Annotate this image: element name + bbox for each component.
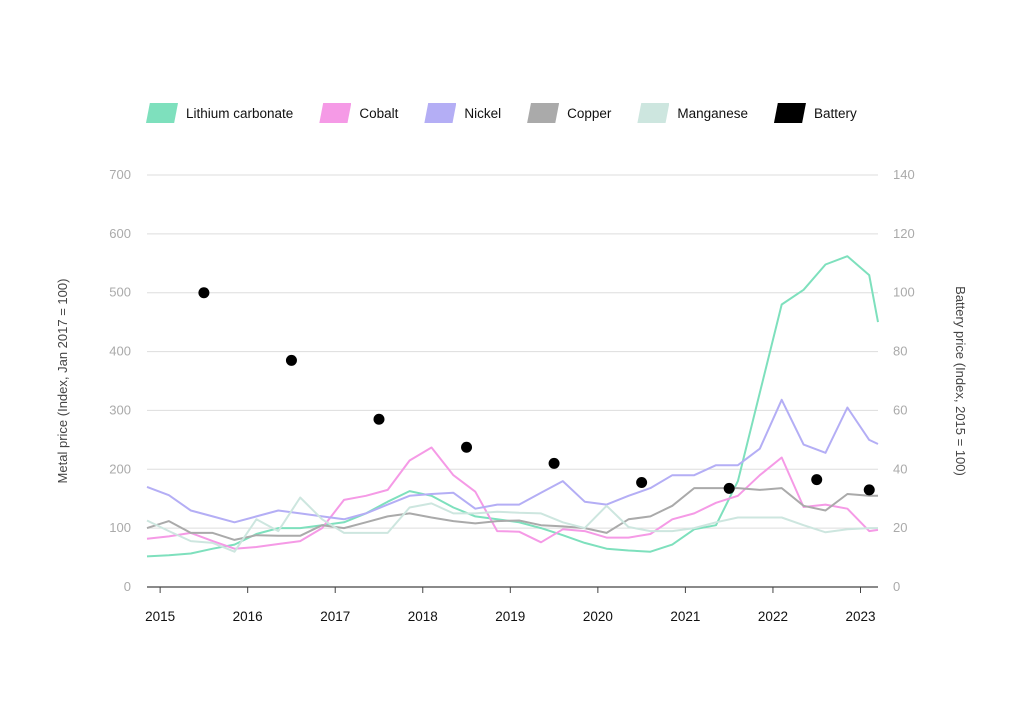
series-line-copper	[146, 487, 878, 541]
battery-point	[811, 474, 823, 486]
legend-item-manganese: Manganese	[637, 103, 748, 123]
legend-swatch-nickel	[424, 103, 457, 123]
legend-swatch-battery	[773, 103, 806, 123]
x-tick-label: 2018	[408, 609, 438, 624]
y-axis-label-left: Metal price (Index, Jan 2017 = 100)	[55, 279, 70, 484]
y-tick-label-right: 0	[893, 579, 900, 594]
battery-point	[285, 354, 297, 366]
x-tick-label: 2016	[233, 609, 263, 624]
legend: Lithium carbonate Cobalt Nickel Copper M…	[146, 103, 857, 123]
legend-swatch-lithium	[146, 103, 178, 123]
y-tick-label-left: 300	[109, 402, 131, 417]
y-tick-label-right: 120	[893, 226, 915, 241]
series-layer	[146, 255, 879, 558]
battery-point	[723, 482, 735, 494]
y-tick-label-right: 140	[893, 167, 915, 182]
y-tick-label-right: 100	[893, 285, 915, 300]
battery-point	[198, 287, 210, 299]
series-line-manganese	[146, 496, 878, 553]
legend-swatch-manganese	[637, 103, 670, 123]
y-tick-label-right: 20	[893, 520, 907, 535]
legend-label-lithium: Lithium carbonate	[186, 105, 294, 121]
legend-item-nickel: Nickel	[424, 103, 501, 123]
battery-layer	[198, 287, 875, 496]
y-tick-label-left: 200	[109, 461, 131, 476]
legend-swatch-copper	[527, 103, 560, 123]
x-tick-label: 2015	[145, 609, 175, 624]
x-tick-label: 2017	[320, 609, 350, 624]
y-tick-label-left: 600	[109, 226, 131, 241]
y-tick-label-left: 700	[109, 167, 131, 182]
y-axis-label-right: Battery price (Index, 2015 = 100)	[953, 286, 968, 476]
x-tick-label: 2023	[845, 609, 875, 624]
y-tick-label-left: 100	[109, 520, 131, 535]
x-tick-label: 2019	[495, 609, 525, 624]
legend-item-lithium: Lithium carbonate	[146, 103, 293, 123]
grid-layer	[147, 174, 878, 588]
x-tick-label: 2021	[670, 609, 700, 624]
series-line-cobalt	[146, 446, 879, 550]
y-tick-label-left: 0	[124, 579, 131, 594]
battery-point	[461, 441, 473, 453]
x-tick-label: 2022	[758, 609, 788, 624]
x-tick-label: 2020	[583, 609, 613, 624]
y-tick-label-left: 400	[109, 344, 131, 359]
battery-point	[636, 477, 648, 489]
legend-item-battery: Battery	[773, 103, 857, 123]
legend-label-manganese: Manganese	[677, 105, 748, 121]
battery-point	[548, 457, 560, 469]
battery-point	[373, 413, 385, 425]
series-line-nickel	[146, 398, 879, 524]
battery-point	[863, 484, 875, 496]
series-line-lithium-carbonate	[146, 255, 879, 558]
axis-layer: 0 0 100 20 200 40 300 60 400 80 500 100 600 120 700 140…	[55, 167, 968, 624]
y-tick-label-right: 80	[893, 344, 907, 359]
legend-swatch-cobalt	[319, 103, 352, 123]
y-tick-label-right: 60	[893, 402, 907, 417]
legend-item-cobalt: Cobalt	[319, 103, 398, 123]
legend-item-copper: Copper	[527, 103, 611, 123]
legend-label-battery: Battery	[813, 105, 857, 121]
legend-label-nickel: Nickel	[464, 105, 502, 121]
legend-label-cobalt: Cobalt	[359, 105, 399, 121]
legend-label-copper: Copper	[567, 105, 612, 121]
y-tick-label-right: 40	[893, 461, 907, 476]
y-tick-label-left: 500	[109, 285, 131, 300]
